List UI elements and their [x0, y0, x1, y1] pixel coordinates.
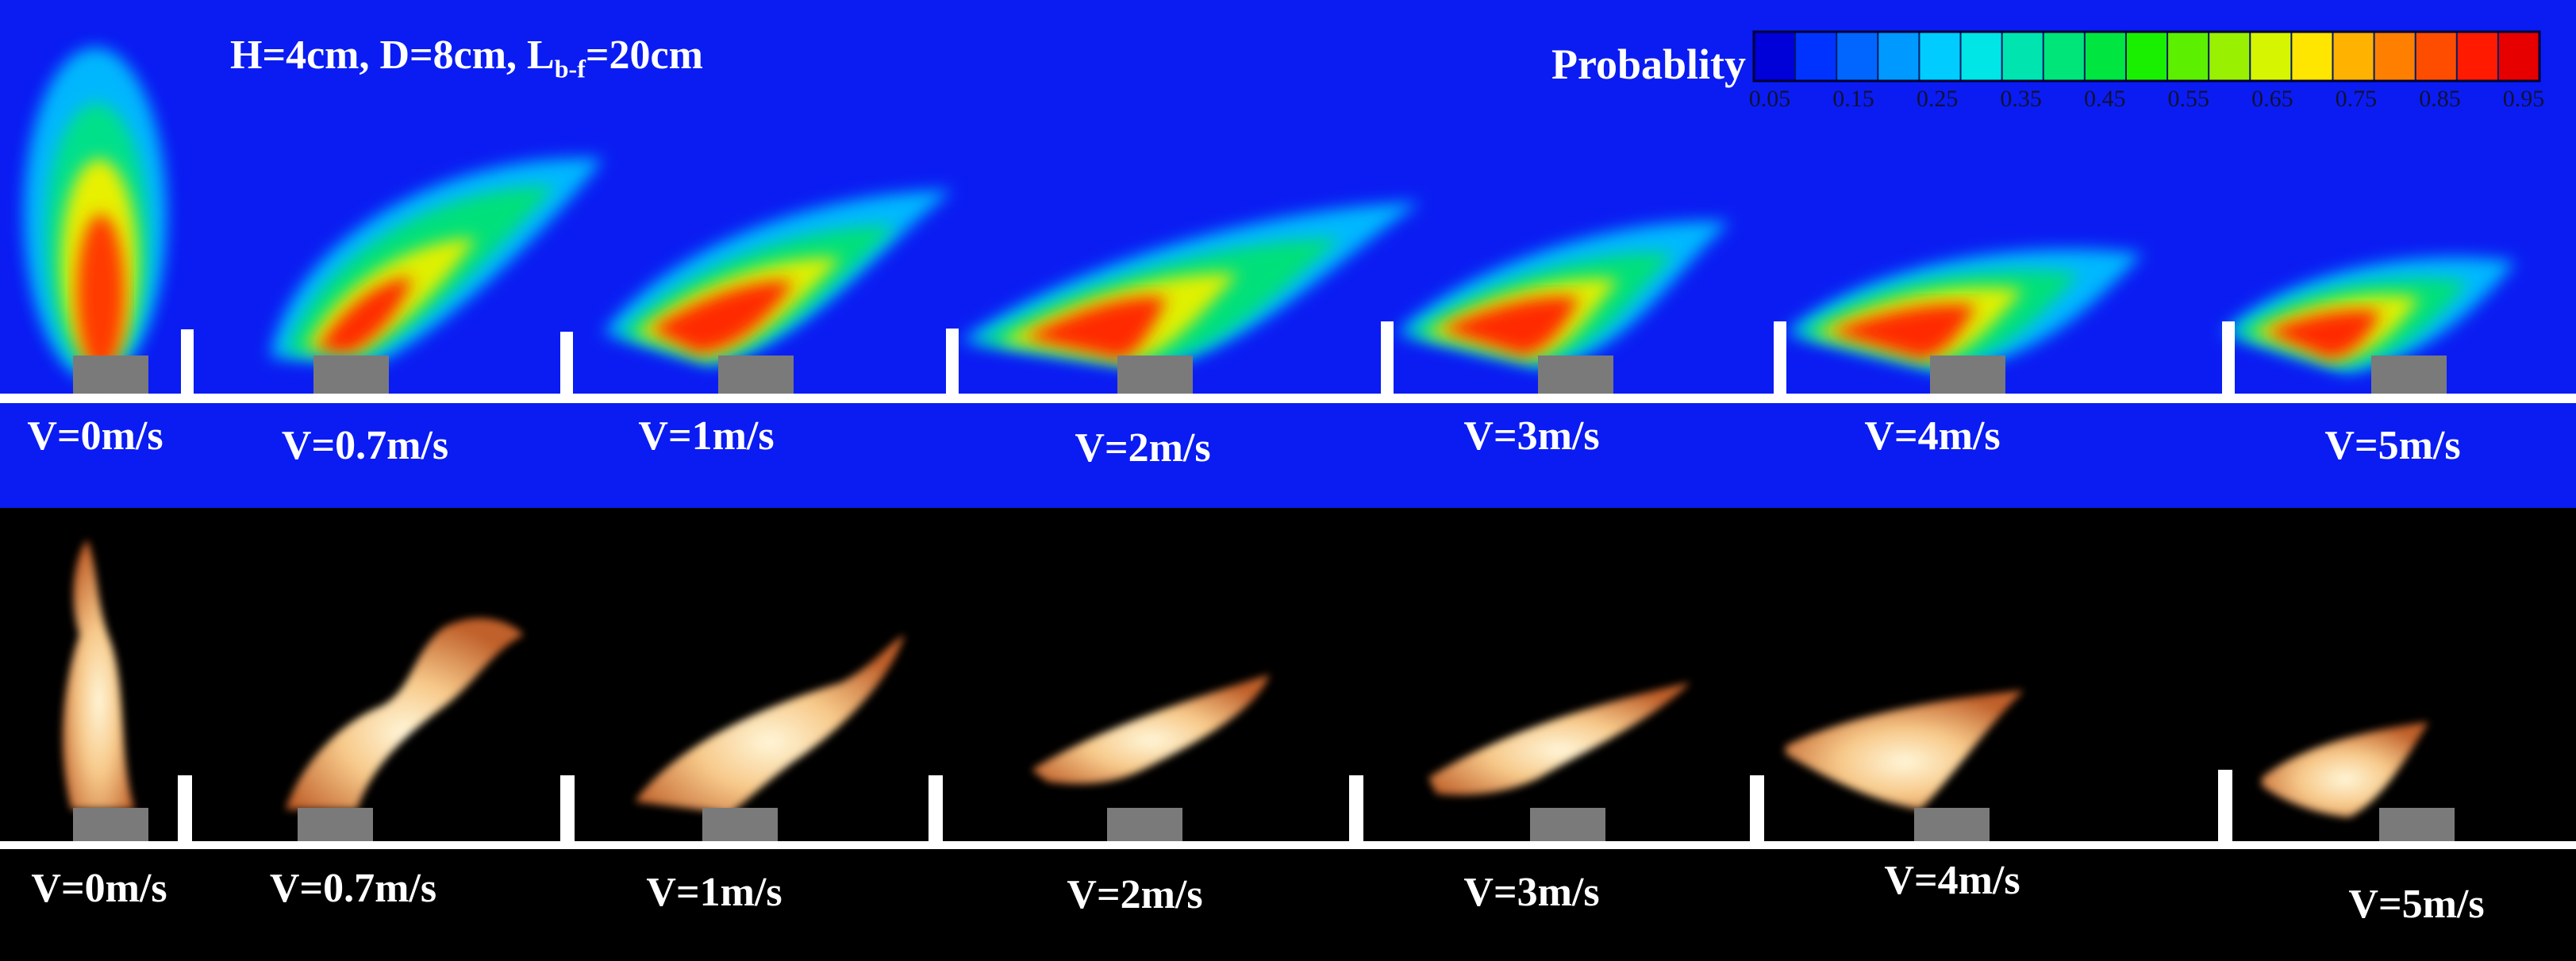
top-label-v0-7: V=0.7m/s: [281, 423, 449, 468]
colorbar-swatch: [2084, 32, 2127, 81]
top-label-v1: V=1m/s: [638, 413, 775, 459]
contour-v2: [960, 202, 1421, 369]
colorbar-swatch: [1878, 32, 1920, 81]
bottom-label-v3: V=3m/s: [1463, 870, 1600, 915]
burners-top: [73, 356, 2447, 394]
contour-v0: [24, 48, 167, 381]
top-label-v2: V=2m/s: [1075, 425, 1211, 471]
colorbar-swatch: [2001, 32, 2044, 81]
colorbar-tick-label: 0.85: [2419, 86, 2461, 112]
bottom-label-v2: V=2m/s: [1067, 872, 1203, 917]
colorbar-swatch: [2209, 32, 2251, 81]
flames: [63, 540, 2428, 817]
bottom-label-v0: V=0m/s: [31, 866, 167, 911]
colorbar-swatch: [1754, 32, 1796, 81]
colorbar-swatch: [2125, 32, 2168, 81]
colorbar-swatch: [2374, 32, 2416, 81]
bottom-label-v4: V=4m/s: [1884, 858, 2020, 903]
flame-photo-panel: V=0m/s V=0.7m/s V=1m/s V=2m/s V=3m/s V=4…: [0, 508, 2576, 961]
colorbar-title: Probablity: [1551, 40, 1747, 88]
colorbar-swatch: [2415, 32, 2458, 81]
colorbar: [1752, 30, 2541, 83]
contour-graphics: [0, 30, 2576, 403]
colorbar-swatch: [2497, 32, 2540, 81]
colorbar-tick-label: 0.75: [2335, 86, 2378, 112]
colorbar-tick-label: 0.25: [1916, 86, 1959, 112]
fences-top: [181, 321, 2235, 394]
burners-bottom: [73, 808, 2455, 841]
bottom-label-v5: V=5m/s: [2348, 882, 2485, 927]
top-label-v4: V=4m/s: [1864, 413, 2001, 459]
top-label-v0: V=0m/s: [27, 413, 163, 459]
bottom-label-v0-7: V=0.7m/s: [269, 866, 437, 911]
contour-v3: [1397, 221, 1730, 369]
parameters-label: H=4cm, D=8cm, Lb-f=20cm: [230, 33, 703, 83]
top-label-v3: V=3m/s: [1463, 413, 1600, 459]
colorbar-tick-label: 0.45: [2083, 86, 2126, 112]
colorbar-swatch: [2456, 32, 2499, 81]
colorbar-swatch: [1960, 32, 2003, 81]
probability-contour-panel: H=4cm, D=8cm, Lb-f=20cm Probablity 0.05 0…: [0, 0, 2576, 508]
contour-v4: [1786, 249, 2143, 373]
colorbar-swatch: [2043, 32, 2086, 81]
colorbar-swatch: [2332, 32, 2375, 81]
colorbar-swatch: [1795, 32, 1837, 81]
colorbar-swatch: [2167, 32, 2209, 81]
floor-line: [0, 394, 2576, 403]
flame-graphics: [0, 540, 2576, 849]
contour-v1: [603, 190, 952, 365]
colorbar-swatch: [1836, 32, 1878, 81]
top-label-v5: V=5m/s: [2324, 423, 2461, 468]
fences-bottom: [178, 770, 2232, 841]
colorbar-swatch: [1919, 32, 1962, 81]
colorbar-tick-label: 0.65: [2251, 86, 2293, 112]
floor-line-bottom: [0, 841, 2576, 849]
contour-v5: [2222, 257, 2516, 373]
colorbar-tick-label: 0.15: [1832, 86, 1874, 112]
colorbar-tick-label: 0.55: [2167, 86, 2210, 112]
colorbar-swatch: [2291, 32, 2333, 81]
bottom-label-v1: V=1m/s: [646, 870, 782, 915]
colorbar-tick-label: 0.35: [2000, 86, 2042, 112]
colorbar-tick-label: 0.95: [2502, 86, 2545, 112]
contour-v0-7: [270, 158, 603, 366]
colorbar-swatch: [2250, 32, 2292, 81]
colorbar-tick-label: 0.05: [1748, 86, 1791, 112]
